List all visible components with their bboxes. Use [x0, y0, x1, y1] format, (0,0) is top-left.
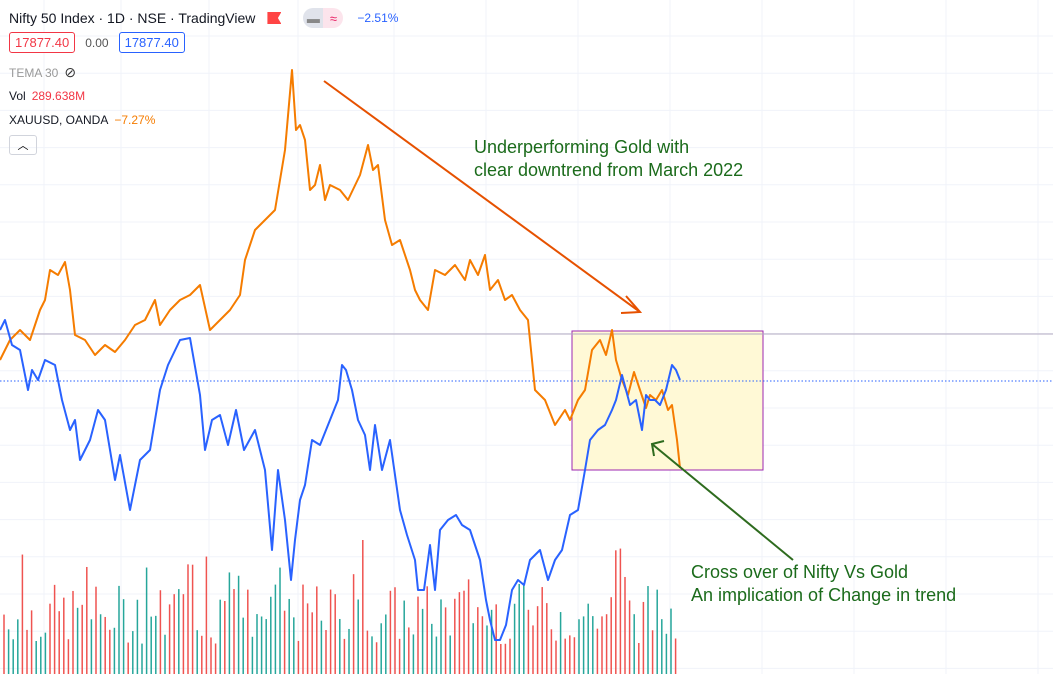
chevron-up-icon: ︿	[17, 140, 29, 152]
compare-change: −7.27%	[114, 113, 156, 127]
spread-value: 0.00	[85, 35, 109, 50]
buy-button[interactable]: 17877.40	[118, 32, 185, 53]
highlight-box	[571, 330, 764, 471]
crossover-annotation[interactable]: Cross over of Nifty Vs Gold An implicati…	[691, 561, 956, 607]
gold-annotation[interactable]: Underperforming Gold with clear downtren…	[474, 136, 743, 182]
symbol-header: Nifty 50 Index · 1D · NSE · TradingView …	[9, 8, 398, 28]
eye-hidden-icon[interactable]: ⊘	[64, 64, 77, 80]
annotation-line: clear downtrend from March 2022	[474, 160, 744, 180]
change-percent: −2.51%	[357, 11, 399, 25]
nifty-series-line	[0, 319, 681, 641]
minus-icon[interactable]: ▬	[303, 8, 324, 28]
compare-symbol-label[interactable]: XAUUSD, OANDA	[9, 113, 109, 127]
annotation-line: An implication of Change in trend	[691, 585, 957, 605]
compare-toggle[interactable]: ▬ ≈	[303, 8, 344, 28]
flag-icon[interactable]	[267, 12, 282, 24]
volume-label[interactable]: Vol	[9, 89, 26, 103]
annotation-line: Cross over of Nifty Vs Gold	[691, 562, 909, 582]
tema-label[interactable]: TEMA 30	[9, 65, 59, 80]
trend-arrow	[323, 80, 641, 313]
chart-title[interactable]: Nifty 50 Index · 1D · NSE · TradingView	[9, 10, 256, 26]
arrow-head-icon	[650, 440, 665, 457]
annotation-line: Underperforming Gold with	[474, 137, 690, 157]
gold-series-line	[0, 69, 681, 469]
approx-icon[interactable]: ≈	[323, 8, 344, 28]
collapse-legend-button[interactable]: ︿	[9, 135, 37, 155]
crossover-arrow	[651, 443, 794, 561]
volume-value: 289.638M	[31, 89, 86, 103]
sell-button[interactable]: 17877.40	[9, 32, 76, 53]
arrow-head-icon	[620, 295, 643, 314]
